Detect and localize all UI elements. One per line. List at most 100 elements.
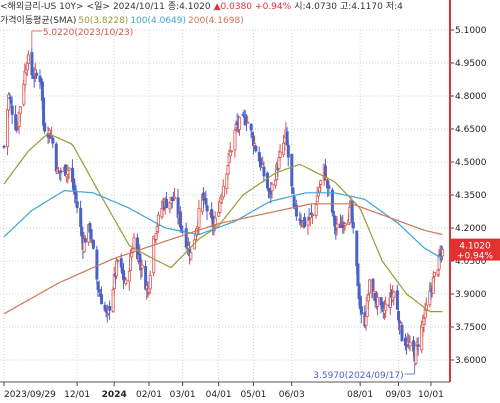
- candle-up: [148, 275, 152, 290]
- candle-up: [173, 196, 177, 199]
- candle-up: [152, 236, 156, 274]
- price-badge-change: +0.94%: [457, 252, 494, 262]
- candle-up: [111, 288, 115, 312]
- candle-down: [108, 305, 112, 311]
- header-change-pct: +0.94%: [255, 2, 292, 12]
- y-tick-label: 4.3500: [455, 191, 487, 201]
- candle-up: [314, 204, 318, 216]
- candle-up: [408, 342, 412, 347]
- candle-up: [366, 294, 370, 302]
- candle-up: [384, 303, 388, 311]
- candle-down: [205, 205, 209, 212]
- candle-down: [355, 230, 359, 267]
- candle-up: [189, 251, 193, 260]
- x-tick-label: 12/01: [64, 390, 90, 400]
- y-tick-label: 4.9500: [455, 59, 487, 69]
- candle-up: [274, 179, 278, 186]
- candle-down: [294, 204, 298, 217]
- candle-down: [397, 311, 401, 321]
- ma-legend: 가격이동평균(SMA) 50(3.8228) 100(4.0649) 200(4.16…: [0, 15, 450, 27]
- candle-up: [116, 259, 120, 262]
- candle-down: [15, 128, 19, 131]
- candle-up: [238, 117, 242, 130]
- header-close: 종:4.1020: [167, 2, 211, 12]
- header-period: <일>: [86, 2, 110, 12]
- candle-down: [292, 196, 296, 207]
- y-tick-label: 3.9000: [455, 290, 487, 300]
- candle-down: [330, 189, 334, 213]
- header-change: ▲0.0380: [213, 2, 253, 12]
- x-tick-label: 06/03: [279, 390, 305, 400]
- candle-up: [368, 279, 372, 294]
- ma-line-50: [3, 132, 443, 313]
- candle-down: [400, 324, 404, 342]
- candle-up: [253, 143, 257, 146]
- candle-down: [254, 145, 258, 152]
- header-date: 2024/10/11: [112, 2, 165, 12]
- y-tick-label: 4.0500: [455, 257, 487, 267]
- candle-down: [119, 258, 123, 268]
- candle-up: [278, 151, 282, 158]
- price-badge-value: 4.1020: [459, 242, 491, 252]
- legend-ma50: 50(3.8228): [78, 16, 129, 26]
- candle-down: [285, 131, 289, 146]
- candle-down: [265, 172, 269, 189]
- candle-down: [165, 199, 169, 208]
- x-tick-label: 05/01: [240, 390, 266, 400]
- ma-line-100: [3, 189, 443, 260]
- candle-up: [376, 296, 380, 307]
- x-tick-label: 2023/09/29: [4, 390, 56, 400]
- y-tick-label: 4.2000: [455, 224, 487, 234]
- candle-up: [132, 237, 136, 249]
- x-tick-label: 2024: [102, 390, 127, 400]
- candle-down: [89, 229, 93, 240]
- candle-up: [335, 223, 339, 229]
- candle-down: [95, 249, 99, 280]
- candle-down: [395, 290, 399, 310]
- header-title: <해외금리-US 10Y>: [0, 2, 84, 12]
- candle-up: [197, 208, 201, 228]
- header-low: 저:4: [385, 2, 403, 12]
- candle-up: [431, 277, 435, 294]
- x-tick-label: 03/01: [170, 390, 196, 400]
- candle-down: [54, 143, 58, 172]
- candle-down: [351, 221, 355, 229]
- candle-up: [319, 180, 323, 185]
- y-tick-label: 4.6500: [455, 125, 487, 135]
- low-annotation: 3.5970(2024/09/17): [313, 371, 403, 381]
- candle-up: [392, 291, 396, 298]
- candle-down: [291, 187, 295, 194]
- candle-up: [229, 150, 233, 153]
- candle-down: [327, 185, 331, 189]
- candle-up: [67, 167, 71, 171]
- candle-up: [221, 185, 225, 198]
- y-tick-label: 3.7500: [455, 323, 487, 333]
- x-tick-label: 09/03: [385, 390, 411, 400]
- candle-up: [270, 183, 274, 192]
- candle-up: [140, 264, 144, 269]
- candle-up: [432, 272, 436, 277]
- candle-up: [246, 121, 250, 124]
- candle-up: [26, 54, 30, 64]
- chart-header: <해외금리-US 10Y> <일> 2024/10/11 종:4.1020 ▲0.038…: [0, 0, 450, 14]
- candle-down: [332, 211, 336, 214]
- candle-down: [10, 105, 14, 115]
- candle-down: [91, 239, 95, 249]
- legend-ma100: 100(4.0649): [130, 16, 187, 26]
- candle-down: [286, 144, 290, 158]
- y-tick-label: 5.1000: [455, 26, 487, 36]
- candle-down: [350, 201, 354, 223]
- candle-down: [35, 72, 39, 76]
- x-tick-label: 02/01: [136, 390, 162, 400]
- candle-up: [124, 279, 128, 284]
- candle-up: [306, 219, 310, 226]
- candle-down: [59, 170, 63, 173]
- x-tick-label: 10/01: [418, 390, 444, 400]
- candle-down: [303, 217, 307, 228]
- header-open: 시:4.0730: [294, 2, 337, 12]
- candle-down: [51, 137, 55, 144]
- candle-up: [233, 129, 237, 151]
- legend-label: 가격이동평균(SMA): [0, 16, 77, 26]
